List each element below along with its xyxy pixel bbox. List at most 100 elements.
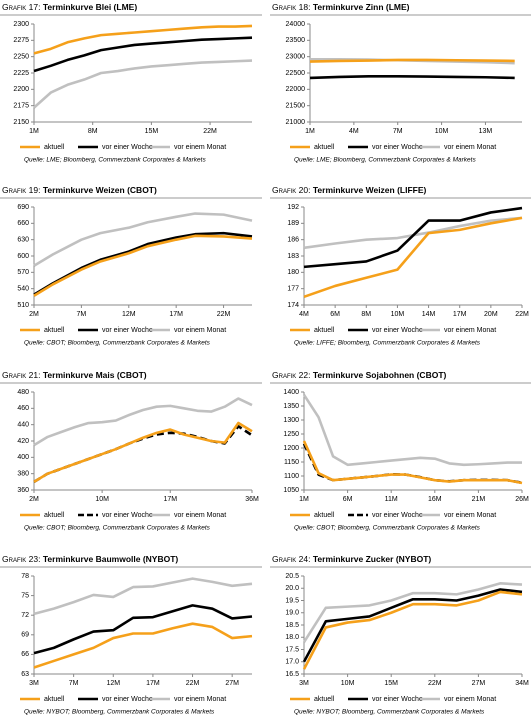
y-tick-label: 660 — [17, 220, 29, 227]
y-tick-label: 690 — [17, 204, 29, 211]
legend-label: vor einem Monat — [444, 327, 496, 334]
series-line — [309, 58, 515, 63]
x-tick-label: 4M — [349, 128, 359, 135]
x-tick-label: 21M — [472, 496, 486, 503]
source-note: Quelle: LME; Bloomberg, Commerzbank Corp… — [294, 157, 476, 164]
x-tick-label: 6M — [343, 496, 353, 503]
series-line — [33, 24, 253, 55]
x-tick-label: 20M — [484, 311, 498, 318]
x-tick-label: 10M — [341, 680, 355, 687]
y-tick-label: 2250 — [13, 54, 29, 61]
series-line — [33, 234, 253, 297]
chart-title: Grafik 19: Terminkurve Weizen (CBOT) — [2, 185, 157, 195]
title-text: Terminkurve Weizen (LIFFE) — [313, 185, 427, 195]
y-tick-label: 570 — [17, 269, 29, 276]
series-line — [33, 577, 253, 616]
title-prefix: Grafik 24: — [272, 554, 310, 564]
title-text: Terminkurve Blei (LME) — [43, 2, 137, 12]
y-tick-label: 1300 — [283, 417, 299, 424]
y-tick-label: 22000 — [286, 86, 306, 93]
chart-title: Grafik 21: Terminkurve Mais (CBOT) — [2, 370, 147, 380]
y-tick-label: 17.0 — [285, 659, 299, 666]
y-tick-label: 21500 — [286, 103, 306, 110]
title-text: Terminkurve Sojabohnen (CBOT) — [313, 370, 447, 380]
x-tick-label: 17M — [169, 311, 183, 318]
title-text: Terminkurve Zinn (LME) — [313, 2, 410, 12]
legend-label: aktuell — [44, 696, 65, 703]
series-line — [33, 622, 253, 669]
series-line — [302, 394, 522, 467]
x-tick-label: 15M — [384, 680, 398, 687]
y-tick-label: 189 — [287, 220, 299, 227]
source-note: Quelle: NYBOT; Bloomberg, Commerzbank Co… — [24, 709, 215, 716]
y-tick-label: 21000 — [286, 119, 306, 126]
chart-title: Grafik 17: Terminkurve Blei (LME) — [2, 2, 137, 12]
title-text: Terminkurve Zucker (NYBOT) — [313, 554, 432, 564]
y-tick-label: 600 — [17, 253, 29, 260]
x-tick-label: 17M — [146, 680, 160, 687]
series-line — [303, 206, 523, 269]
source-note: Quelle: CBOT; Bloomberg, Commerzbank Cor… — [294, 525, 481, 532]
legend-label: aktuell — [314, 144, 335, 151]
x-tick-label: 11M — [385, 496, 398, 503]
x-tick-label: 3M — [299, 680, 309, 687]
legend-label: vor einem Monat — [174, 144, 226, 151]
legend-label: vor einem Monat — [444, 696, 496, 703]
title-prefix: Grafik 18: — [272, 2, 310, 12]
series-line — [33, 604, 253, 655]
y-tick-label: 19.5 — [285, 597, 299, 604]
chart-title: Grafik 24: Terminkurve Zucker (NYBOT) — [272, 554, 431, 564]
y-tick-label: 1250 — [283, 431, 299, 438]
y-tick-label: 2175 — [13, 103, 29, 110]
x-tick-label: 17M — [163, 496, 177, 503]
series-line — [33, 421, 253, 483]
series-line — [302, 582, 523, 643]
x-tick-label: 22M — [428, 680, 442, 687]
x-tick-label: 22M — [515, 311, 529, 318]
y-tick-label: 2200 — [13, 86, 29, 93]
y-tick-label: 180 — [287, 269, 299, 276]
x-tick-label: 27M — [225, 680, 239, 687]
legend-label: vor einem Monat — [174, 327, 226, 334]
y-tick-label: 440 — [17, 422, 29, 429]
y-tick-label: 510 — [17, 302, 29, 309]
chart-title: Grafik 18: Terminkurve Zinn (LME) — [272, 2, 410, 12]
title-prefix: Grafik 22: — [272, 370, 310, 380]
x-tick-label: 16M — [428, 496, 442, 503]
y-tick-label: 23500 — [286, 37, 306, 44]
y-tick-label: 17.5 — [285, 646, 299, 653]
title-text: Terminkurve Weizen (CBOT) — [43, 185, 157, 195]
y-tick-label: 1150 — [284, 459, 299, 466]
x-tick-label: 26M — [515, 496, 529, 503]
y-tick-label: 400 — [17, 454, 29, 461]
legend-label: vor einer Woche — [372, 512, 423, 519]
y-tick-label: 360 — [17, 487, 29, 494]
y-tick-label: 460 — [17, 405, 29, 412]
series-line — [33, 397, 253, 447]
series-line — [302, 588, 523, 663]
x-tick-label: 22M — [186, 680, 200, 687]
chart-title: Grafik 20: Terminkurve Weizen (LIFFE) — [272, 185, 427, 195]
x-tick-label: 14M — [422, 311, 436, 318]
source-note: Quelle: LME; Bloomberg, Commerzbank Corp… — [24, 157, 206, 164]
title-prefix: Grafik 17: — [2, 2, 40, 12]
x-tick-label: 7M — [393, 128, 403, 135]
y-tick-label: 2275 — [13, 37, 29, 44]
y-tick-label: 63 — [21, 671, 29, 678]
x-tick-label: 12M — [122, 311, 136, 318]
x-tick-label: 7M — [69, 680, 79, 687]
title-prefix: Grafik 19: — [2, 185, 40, 195]
title-text: Terminkurve Baumwolle (NYBOT) — [43, 554, 179, 564]
y-tick-label: 75 — [21, 592, 29, 599]
x-tick-label: 8M — [88, 128, 98, 135]
x-tick-label: 2M — [29, 311, 39, 318]
series-line — [33, 36, 253, 73]
x-tick-label: 17M — [453, 311, 467, 318]
legend-label: vor einem Monat — [444, 512, 496, 519]
legend-label: aktuell — [314, 696, 335, 703]
x-tick-label: 36M — [245, 496, 259, 503]
series-line — [33, 59, 253, 109]
x-tick-label: 2M — [29, 496, 39, 503]
legend-label: vor einer Woche — [102, 144, 153, 151]
legend-label: vor einer Woche — [372, 327, 423, 334]
